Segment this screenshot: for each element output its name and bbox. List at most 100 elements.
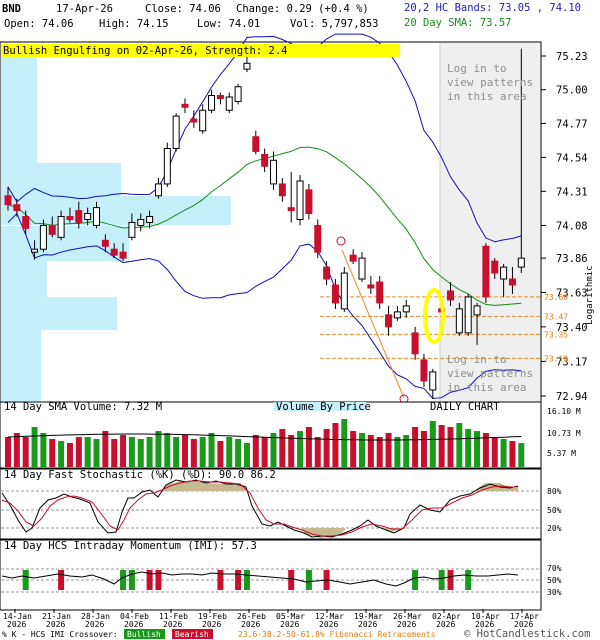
imi-line bbox=[1, 571, 519, 587]
bands-label: 20,2 HC Bands: 73.05 , 74.10 bbox=[404, 2, 581, 14]
imi-bearish-bar bbox=[146, 570, 153, 590]
volume-bar bbox=[235, 439, 242, 467]
volume-bar bbox=[305, 427, 312, 467]
candle-down bbox=[101, 239, 109, 247]
x-tick-label: 26-Mar bbox=[393, 612, 422, 621]
volume-bar bbox=[509, 441, 516, 467]
vbp-bar bbox=[1, 261, 47, 297]
y-tick-label: 72.94 bbox=[556, 391, 588, 403]
candle-up bbox=[84, 213, 92, 220]
candle-down bbox=[110, 248, 118, 256]
close-label: Close: 74.06 bbox=[145, 3, 221, 15]
vbp-label: Volume By Price bbox=[276, 401, 371, 413]
volume-bar bbox=[199, 437, 206, 467]
vbp-bar bbox=[1, 226, 129, 261]
x-tick-year: 2026 bbox=[514, 620, 533, 629]
candle-down bbox=[252, 136, 260, 152]
candle-down bbox=[411, 332, 419, 355]
login-note-line: in this area bbox=[447, 90, 526, 103]
volume-bar bbox=[376, 437, 383, 467]
x-tick-label: 11-Feb bbox=[159, 612, 188, 621]
imi-title: 14 Day HCS Intraday Momentum (IMI): 57.3 bbox=[4, 540, 257, 552]
volume-bar bbox=[341, 419, 348, 467]
y-tick-label: 74.31 bbox=[556, 186, 588, 198]
fib-legend: 23.6-38.2-50-61.8% Fibonacci Retracement… bbox=[238, 630, 436, 639]
candle-up bbox=[57, 216, 65, 238]
volume-bar bbox=[120, 435, 127, 467]
imi-tick: 70% bbox=[547, 564, 562, 573]
candle-up bbox=[146, 216, 154, 223]
candle-up bbox=[31, 248, 39, 253]
sma-label: 20 Day SMA: 73.57 bbox=[404, 17, 511, 29]
candle-down bbox=[376, 281, 384, 304]
fibonacci-retracements: 73.60 73.47 73.35 73.19 bbox=[320, 293, 568, 363]
candle-down bbox=[216, 95, 224, 99]
candle-down bbox=[323, 266, 331, 280]
stochastic-k-line bbox=[1, 479, 519, 538]
x-tick-label: 05-Mar bbox=[276, 612, 305, 621]
x-tick-label: 21-Jan bbox=[42, 612, 71, 621]
volume-bar bbox=[182, 435, 188, 467]
candle-down bbox=[13, 204, 21, 212]
volume-bar bbox=[385, 433, 392, 467]
imi-bullish-bar bbox=[120, 570, 127, 590]
login-note-line: view patterns bbox=[447, 367, 533, 380]
x-tick-year: 2026 bbox=[163, 620, 182, 629]
imi-bearish-bar bbox=[447, 570, 454, 590]
volume-panel-title: 14 Day SMA Volume: 7.32 M bbox=[4, 401, 162, 413]
candle-up bbox=[208, 95, 216, 111]
imi-crossover-bars bbox=[22, 570, 472, 590]
imi-bullish-bar bbox=[128, 570, 135, 590]
volume-bars bbox=[5, 419, 525, 467]
volume-bar bbox=[252, 435, 259, 467]
candle-up bbox=[296, 180, 304, 220]
y-tick-label: 73.40 bbox=[556, 322, 588, 334]
x-tick-year: 2026 bbox=[46, 620, 65, 629]
imi-bearish-bar bbox=[288, 570, 295, 590]
imi-tick: 50% bbox=[547, 576, 562, 585]
candle-down bbox=[75, 210, 83, 223]
volume-bar bbox=[5, 437, 11, 467]
stochastic-d-line bbox=[1, 480, 518, 537]
candle-up bbox=[199, 109, 207, 132]
daily-chart-label: DAILY CHART bbox=[430, 401, 500, 413]
y-tick-label: 75.00 bbox=[556, 85, 588, 97]
candle-up bbox=[163, 147, 171, 185]
y-tick-label: 75.23 bbox=[556, 51, 588, 63]
candle-up bbox=[225, 96, 233, 111]
candle-up bbox=[243, 62, 251, 70]
high-label: High: 74.15 bbox=[99, 18, 169, 30]
bullish-legend-bg bbox=[124, 629, 165, 639]
volume-bar bbox=[297, 431, 304, 467]
volume-bar bbox=[146, 437, 153, 467]
volume-bar bbox=[456, 423, 463, 467]
stochastic-tick: 50% bbox=[547, 506, 562, 515]
y-tick-label: 74.77 bbox=[556, 118, 588, 130]
x-tick-label: 04-Feb bbox=[120, 612, 149, 621]
y-tick-label: 74.08 bbox=[556, 220, 588, 232]
volume-bar bbox=[93, 439, 100, 467]
candle-up bbox=[429, 371, 437, 391]
candle-up bbox=[393, 311, 401, 319]
fib-level-label: 73.60 bbox=[544, 293, 568, 302]
volume-bar bbox=[173, 437, 180, 467]
trend-line bbox=[341, 249, 405, 399]
candle-down bbox=[420, 359, 428, 382]
volume-bar bbox=[208, 433, 215, 467]
volume-bar bbox=[403, 435, 410, 467]
volume-bar bbox=[270, 433, 277, 467]
stochastic-title: 14 Day Fast Stochastic (%K) (%D): 90.0 8… bbox=[4, 469, 276, 481]
imi-bearish-bar bbox=[235, 570, 242, 590]
candle-down bbox=[48, 224, 56, 235]
fib-level-label: 73.35 bbox=[544, 330, 568, 339]
fib-level-label: 73.47 bbox=[544, 312, 568, 321]
volume-bar bbox=[190, 439, 197, 467]
bullish-legend: Bullish bbox=[127, 630, 161, 639]
candle-up bbox=[340, 272, 348, 310]
candle-up bbox=[455, 308, 463, 334]
volume-bar bbox=[288, 435, 295, 467]
login-area bbox=[440, 43, 540, 401]
volume-bar bbox=[164, 433, 171, 467]
vbp-bar bbox=[1, 330, 41, 365]
candle-up bbox=[93, 207, 100, 226]
